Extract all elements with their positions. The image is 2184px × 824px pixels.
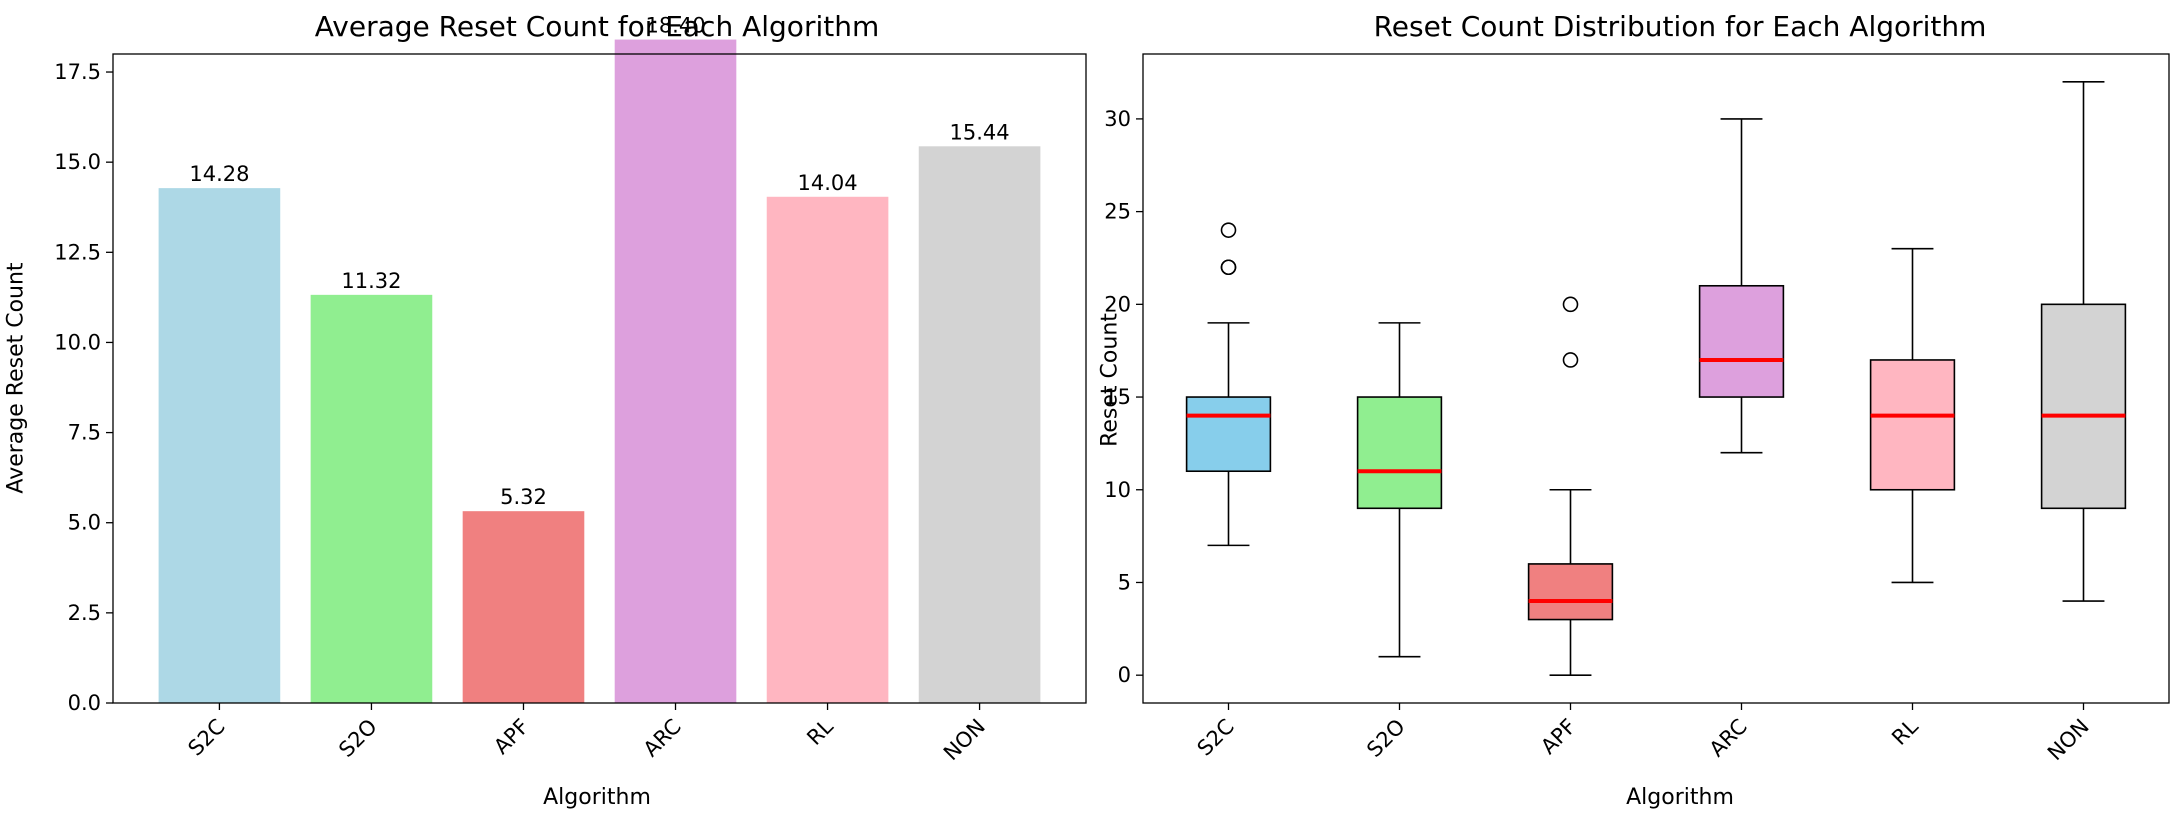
y-tick-label: 20: [1104, 292, 1131, 316]
bar-apf: [462, 511, 585, 703]
y-tick-label: 15.0: [54, 150, 101, 174]
box-s2c: [1185, 396, 1272, 473]
x-tick-label: NON: [2043, 714, 2094, 765]
bar-value-label: 11.32: [341, 269, 401, 293]
bar-arc: [614, 39, 737, 704]
y-tick-label: 0: [1118, 663, 1131, 687]
y-tick-label: 5.0: [68, 511, 101, 535]
bar-chart-title: Average Reset Count for Each Algorithm: [314, 10, 880, 43]
y-tick-label: 17.5: [54, 60, 101, 84]
y-tick-label: 30: [1104, 107, 1131, 131]
bar-chart-xlabel: Algorithm: [543, 785, 651, 810]
x-tick-label: S2C: [183, 714, 229, 760]
y-tick-label: 7.5: [68, 421, 101, 445]
y-tick-label: 2.5: [68, 601, 101, 625]
y-tick-label: 25: [1104, 200, 1131, 224]
bar-value-label: 5.32: [500, 485, 547, 509]
x-tick-label: RL: [802, 714, 838, 750]
y-tick-label: 10.0: [54, 330, 101, 354]
bar-value-label: 18.40: [645, 14, 705, 38]
box-plot-frame: [1142, 53, 2170, 704]
x-tick-label: S2C: [1193, 714, 1239, 760]
box-non: [2040, 303, 2127, 510]
box-apf: [1527, 563, 1614, 621]
box-s2o: [1356, 396, 1443, 510]
y-tick-label: 0.0: [68, 691, 101, 715]
bar-rl: [766, 196, 889, 703]
box-chart-title: Reset Count Distribution for Each Algori…: [1373, 10, 1987, 43]
x-tick-label: ARC: [1705, 714, 1752, 761]
bar-value-label: 14.04: [797, 171, 857, 195]
y-tick-label: 15: [1104, 385, 1131, 409]
y-tick-label: 5: [1118, 570, 1131, 594]
x-tick-label: APF: [1536, 714, 1581, 759]
box-rl: [1869, 359, 1956, 491]
bar-plot-frame: [112, 53, 1087, 704]
y-tick-label: 12.5: [54, 240, 101, 264]
y-tick-label: 10: [1104, 478, 1131, 502]
box-arc: [1698, 284, 1785, 398]
x-tick-label: S2O: [1362, 714, 1410, 762]
x-tick-label: ARC: [639, 714, 686, 761]
box-chart-xlabel: Algorithm: [1626, 785, 1734, 810]
box-outlier-s2c: [1220, 259, 1237, 276]
x-tick-label: APF: [489, 714, 534, 759]
bar-s2o: [310, 294, 433, 703]
bar-s2c: [158, 188, 281, 704]
bar-value-label: 15.44: [950, 120, 1010, 144]
box-outlier-apf: [1562, 296, 1579, 313]
bar-value-label: 14.28: [189, 162, 249, 186]
box-outlier-apf: [1562, 352, 1579, 368]
bar-non: [918, 146, 1041, 703]
x-tick-label: RL: [1887, 714, 1923, 750]
x-tick-label: NON: [939, 714, 990, 765]
box-outlier-s2c: [1220, 222, 1237, 238]
x-tick-label: S2O: [334, 714, 382, 762]
